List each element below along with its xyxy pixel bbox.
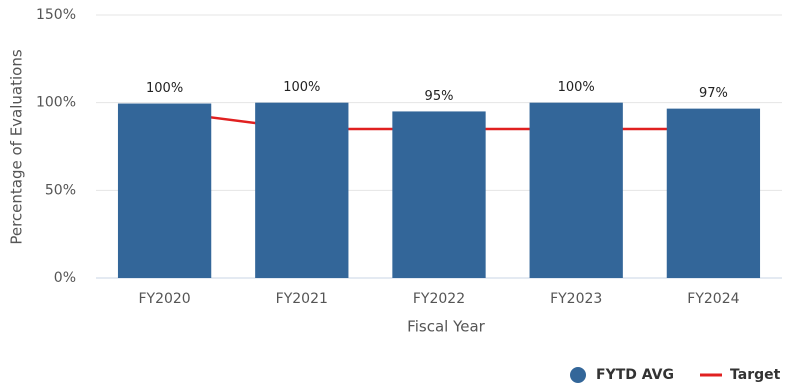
legend-label: Target xyxy=(730,367,781,383)
bar xyxy=(392,111,486,278)
x-tick-label: FY2023 xyxy=(550,291,602,307)
y-tick-label: 50% xyxy=(45,182,76,198)
x-tick-label: FY2022 xyxy=(413,291,465,307)
x-tick-label: FY2021 xyxy=(276,291,328,307)
data-label: 97% xyxy=(699,86,728,101)
data-label: 100% xyxy=(146,81,183,96)
y-axis-title: Percentage of Evaluations xyxy=(8,49,26,245)
legend-swatch xyxy=(570,367,586,383)
data-label: 95% xyxy=(425,89,454,104)
x-tick-label: FY2024 xyxy=(687,291,739,307)
y-tick-label: 150% xyxy=(36,7,76,23)
bar xyxy=(255,102,349,279)
x-tick-label: FY2020 xyxy=(138,291,190,307)
bar xyxy=(529,102,623,279)
bar xyxy=(666,108,761,279)
bar xyxy=(117,103,212,278)
data-label: 100% xyxy=(283,80,320,95)
y-tick-label: 0% xyxy=(54,270,76,286)
y-tick-label: 100% xyxy=(36,95,76,111)
x-axis-title: Fiscal Year xyxy=(407,318,485,336)
data-label: 100% xyxy=(558,80,595,95)
legend-label: FYTD AVG xyxy=(596,367,674,383)
